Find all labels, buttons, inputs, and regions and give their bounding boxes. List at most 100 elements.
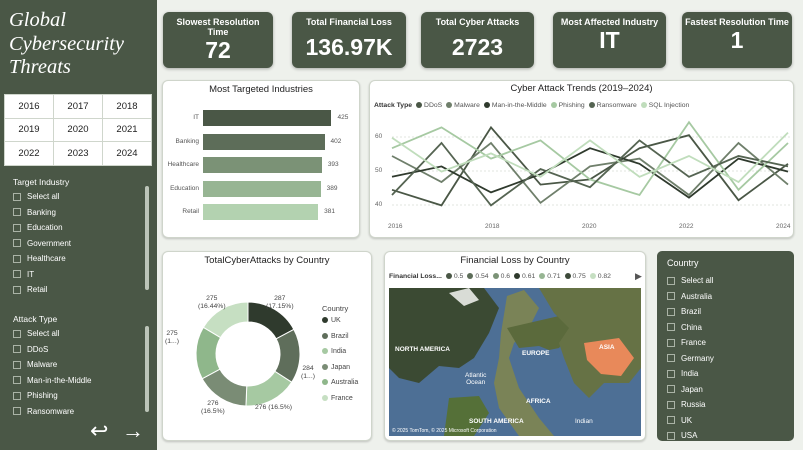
- slicer-option[interactable]: IT: [13, 267, 138, 283]
- slicer-option[interactable]: Government: [13, 236, 138, 252]
- year-option[interactable]: 2018: [103, 95, 151, 118]
- checkbox[interactable]: [667, 307, 675, 316]
- donut-legend-item[interactable]: Japan: [322, 363, 350, 371]
- checkbox[interactable]: [13, 376, 21, 385]
- checkbox[interactable]: [13, 254, 21, 263]
- year-option[interactable]: 2024: [103, 142, 151, 165]
- trend-series-line[interactable]: [391, 131, 789, 184]
- country-option[interactable]: UK: [657, 413, 794, 429]
- country-option[interactable]: Select all: [657, 273, 794, 289]
- checkbox[interactable]: [667, 292, 675, 301]
- trend-legend-item[interactable]: Phishing: [558, 102, 585, 109]
- country-option[interactable]: India: [657, 366, 794, 382]
- trend-legend-item[interactable]: Malware: [454, 102, 480, 109]
- year-option[interactable]: 2021: [103, 118, 151, 142]
- map-legend-item[interactable]: 0.71: [547, 273, 561, 280]
- attack-scrollbar[interactable]: [145, 326, 149, 412]
- map-legend-item[interactable]: 0.54: [475, 273, 489, 280]
- trend-legend-item[interactable]: Ransomware: [596, 102, 637, 109]
- slicer-option[interactable]: Phishing: [13, 388, 138, 404]
- country-option[interactable]: Germany: [657, 351, 794, 367]
- forward-button[interactable]: →: [122, 418, 144, 443]
- country-option[interactable]: Japan: [657, 382, 794, 398]
- checkbox[interactable]: [13, 270, 21, 279]
- donut-legend-label: Australia: [331, 379, 359, 386]
- slicer-option[interactable]: Retail: [13, 282, 138, 298]
- map-legend-item[interactable]: 0.5: [453, 273, 464, 280]
- year-option[interactable]: 2022: [5, 142, 53, 165]
- checkbox[interactable]: [667, 385, 675, 394]
- legend-next-arrow-icon[interactable]: ▶: [635, 271, 642, 281]
- country-option[interactable]: France: [657, 335, 794, 351]
- trend-legend-item[interactable]: DDoS: [424, 102, 443, 109]
- trend-series-line[interactable]: [391, 141, 789, 205]
- slicer-option[interactable]: Healthcare: [13, 251, 138, 267]
- trend-series-line[interactable]: [391, 139, 789, 207]
- trend-legend-item[interactable]: SQL Injection: [648, 102, 690, 109]
- checkbox[interactable]: [667, 323, 675, 332]
- slicer-option[interactable]: Malware: [13, 357, 138, 373]
- year-option[interactable]: 2017: [54, 95, 102, 118]
- trend-series-line[interactable]: [391, 147, 789, 199]
- checkbox[interactable]: [667, 354, 675, 363]
- country-option[interactable]: Russia: [657, 397, 794, 413]
- industry-bar-value: 393: [327, 161, 339, 168]
- slicer-option[interactable]: Ransomware: [13, 404, 138, 420]
- checkbox[interactable]: [667, 431, 675, 440]
- year-option[interactable]: 2023: [54, 142, 102, 165]
- map-legend-item[interactable]: 0.75: [572, 273, 586, 280]
- industry-slicer: Select all Banking Education Government Heal…: [13, 189, 138, 298]
- year-option[interactable]: 2020: [54, 118, 102, 142]
- checkbox[interactable]: [13, 285, 21, 294]
- industry-bar[interactable]: [203, 133, 325, 150]
- checkbox[interactable]: [667, 338, 675, 347]
- industry-bar[interactable]: [203, 204, 319, 220]
- world-map[interactable]: NORTH AMERICA EUROPE ASIA Atlantic Ocean…: [389, 288, 641, 436]
- industry-bar[interactable]: [203, 180, 321, 197]
- slicer-option[interactable]: Banking: [13, 205, 138, 221]
- slicer-option[interactable]: Education: [13, 220, 138, 236]
- year-option[interactable]: 2019: [5, 118, 53, 142]
- trend-legend-item[interactable]: Man-in-the-Middle: [491, 102, 547, 109]
- country-slicer-title: Country: [667, 258, 699, 268]
- checkbox[interactable]: [13, 329, 21, 338]
- checkbox[interactable]: [13, 391, 21, 400]
- trend-series-line[interactable]: [391, 120, 789, 197]
- country-option[interactable]: Australia: [657, 289, 794, 305]
- donut-legend-item[interactable]: Australia: [322, 379, 358, 386]
- year-option[interactable]: 2016: [5, 95, 53, 118]
- checkbox[interactable]: [13, 223, 21, 232]
- industry-bar[interactable]: [203, 110, 332, 126]
- back-button[interactable]: ↩: [90, 418, 109, 443]
- checkbox[interactable]: [13, 239, 21, 248]
- checkbox[interactable]: [13, 407, 21, 416]
- slicer-option[interactable]: Select all: [13, 189, 138, 205]
- kpi-slowest-resolution: Slowest Resolution Time 72: [163, 12, 273, 68]
- country-option[interactable]: Brazil: [657, 304, 794, 320]
- industry-bar[interactable]: [203, 157, 322, 173]
- donut-legend-item[interactable]: India: [322, 348, 346, 355]
- slicer-option[interactable]: DDoS: [13, 342, 138, 358]
- industry-scrollbar[interactable]: [145, 186, 149, 290]
- checkbox[interactable]: [13, 345, 21, 354]
- country-option[interactable]: China: [657, 320, 794, 336]
- checkbox[interactable]: [667, 416, 675, 425]
- checkbox[interactable]: [667, 400, 675, 409]
- checkbox[interactable]: [13, 360, 21, 369]
- checkbox[interactable]: [13, 208, 21, 217]
- map-legend-item[interactable]: 0.82: [597, 273, 611, 280]
- donut-legend-item[interactable]: UK: [322, 317, 341, 324]
- slicer-option[interactable]: Man-in-the-Middle: [13, 373, 138, 389]
- slicer-option[interactable]: Select all: [13, 326, 138, 342]
- checkbox[interactable]: [667, 369, 675, 378]
- donut-data-label: 275 (16.44%): [198, 295, 226, 310]
- donut-legend-item[interactable]: Brazil: [322, 332, 349, 340]
- legend-dot-icon: [322, 348, 328, 354]
- donut-slice[interactable]: [202, 301, 249, 339]
- map-legend-item[interactable]: 0.61: [522, 273, 536, 280]
- checkbox[interactable]: [667, 276, 675, 285]
- country-option[interactable]: USA: [657, 428, 794, 444]
- map-legend-item[interactable]: 0.6: [500, 273, 511, 280]
- checkbox[interactable]: [13, 192, 21, 201]
- donut-legend-item[interactable]: France: [322, 394, 353, 402]
